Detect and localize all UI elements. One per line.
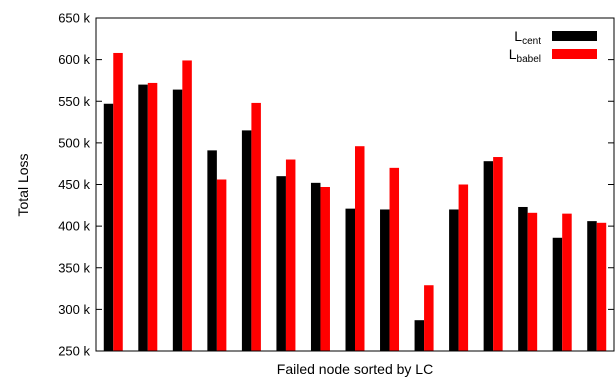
bar-cent-2 — [138, 84, 148, 351]
bar-cent-6 — [276, 176, 286, 351]
y-tick-label: 500 k — [58, 135, 90, 150]
y-tick-label: 300 k — [58, 302, 90, 317]
bar-cent-1 — [103, 103, 114, 351]
legend-label-babel: Lbabel — [509, 46, 541, 65]
y-axis: 250 k 300 k 350 k 400 k 450 k 500 k 550 k 600 k… — [58, 11, 614, 359]
bar-cent-8 — [345, 208, 355, 351]
bar-cent-10 — [414, 320, 425, 351]
legend-label-subscript: babel — [517, 54, 541, 65]
bar-cent-7 — [310, 182, 321, 351]
bar-babel-7 — [320, 186, 330, 351]
bar-cent-15 — [587, 221, 597, 351]
bar-cent-14 — [552, 237, 563, 351]
legend-label-base: L — [514, 28, 522, 44]
bar-babel-12 — [493, 157, 503, 351]
y-tick-label: 450 k — [58, 177, 90, 192]
y-tick-label: 350 k — [58, 260, 90, 275]
legend-label-subscript: cent — [522, 36, 541, 47]
legend-label-cent: Lcent — [514, 28, 541, 47]
y-tick-label: 400 k — [58, 219, 90, 234]
bar-cent-4 — [207, 150, 217, 351]
bar-babel-1 — [113, 52, 123, 352]
legend-label-base: L — [509, 46, 517, 62]
bar-babel-4 — [216, 179, 227, 351]
bar-cent-13 — [518, 206, 528, 351]
x-axis-label: Failed node sorted by LC — [277, 361, 433, 377]
bar-babel-6 — [285, 159, 296, 351]
bar-babel-13 — [527, 212, 538, 351]
y-tick-label: 550 k — [58, 94, 90, 109]
bar-cent-11 — [449, 209, 459, 351]
legend-swatch-cent — [552, 31, 597, 41]
bar-babel-15 — [596, 222, 607, 351]
bar-babel-11 — [458, 184, 469, 351]
bar-babel-10 — [424, 285, 434, 351]
legend-swatch-babel — [552, 49, 597, 59]
bar-babel-9 — [389, 167, 400, 351]
bars-layer — [103, 52, 607, 352]
bar-cent-3 — [172, 89, 183, 351]
y-tick-label: 650 k — [58, 11, 90, 26]
bar-cent-9 — [380, 209, 390, 351]
y-tick-label: 600 k — [58, 52, 90, 67]
bar-babel-14 — [562, 213, 572, 351]
bar-babel-3 — [182, 60, 192, 352]
bar-cent-12 — [483, 161, 494, 351]
y-tick-label: 250 k — [58, 344, 90, 359]
bar-babel-8 — [355, 146, 365, 351]
bar-babel-5 — [251, 102, 261, 351]
bar-babel-2 — [147, 82, 158, 351]
y-axis-label: Total Loss — [15, 153, 31, 216]
bar-cent-5 — [241, 130, 252, 351]
